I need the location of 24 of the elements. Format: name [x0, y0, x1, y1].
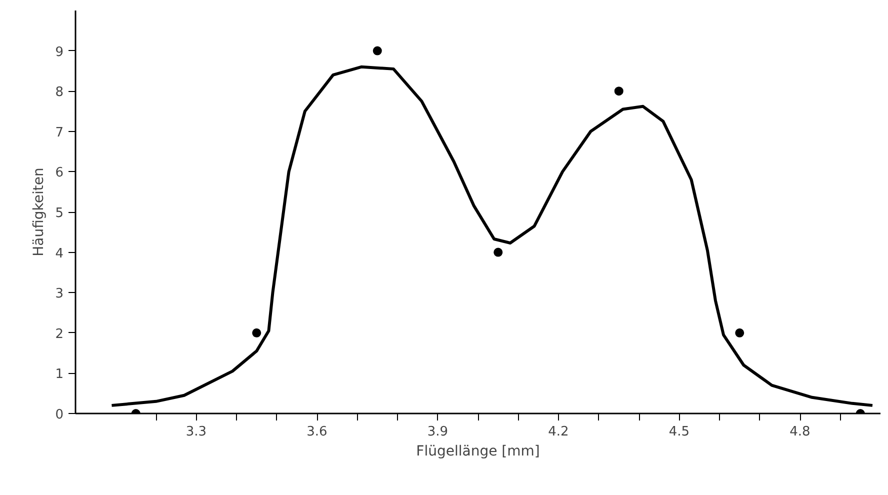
y-tick-label: 4 — [55, 246, 64, 262]
x-tick-label: 3.9 — [427, 424, 448, 440]
point — [735, 328, 744, 338]
y-tick-label: 2 — [55, 326, 64, 342]
point — [614, 86, 624, 96]
line-series — [110, 65, 874, 407]
y-axis-title: Häufigkeiten — [31, 168, 48, 256]
y-tick-label: 9 — [55, 44, 64, 60]
y-tick-label: 7 — [55, 125, 64, 140]
point — [252, 328, 262, 338]
y-tick-label: 8 — [55, 85, 64, 100]
x-tick-label: 4.8 — [790, 424, 810, 440]
point — [372, 46, 382, 56]
x-axis-title: Flügellänge [mm] — [416, 444, 540, 460]
y-tick-label: 0 — [55, 408, 64, 422]
y-tick-label: 5 — [55, 206, 64, 221]
x-tick-label: 4.5 — [668, 424, 690, 440]
x-tick-label: 3.6 — [306, 424, 328, 440]
x-tick-label: 3.3 — [186, 424, 207, 440]
y-tick-label: 1 — [55, 367, 64, 382]
point — [494, 248, 503, 257]
y-tick-label: 3 — [55, 286, 64, 302]
x-tick-label: 4.2 — [548, 424, 569, 440]
y-tick-label: 6 — [55, 166, 64, 181]
